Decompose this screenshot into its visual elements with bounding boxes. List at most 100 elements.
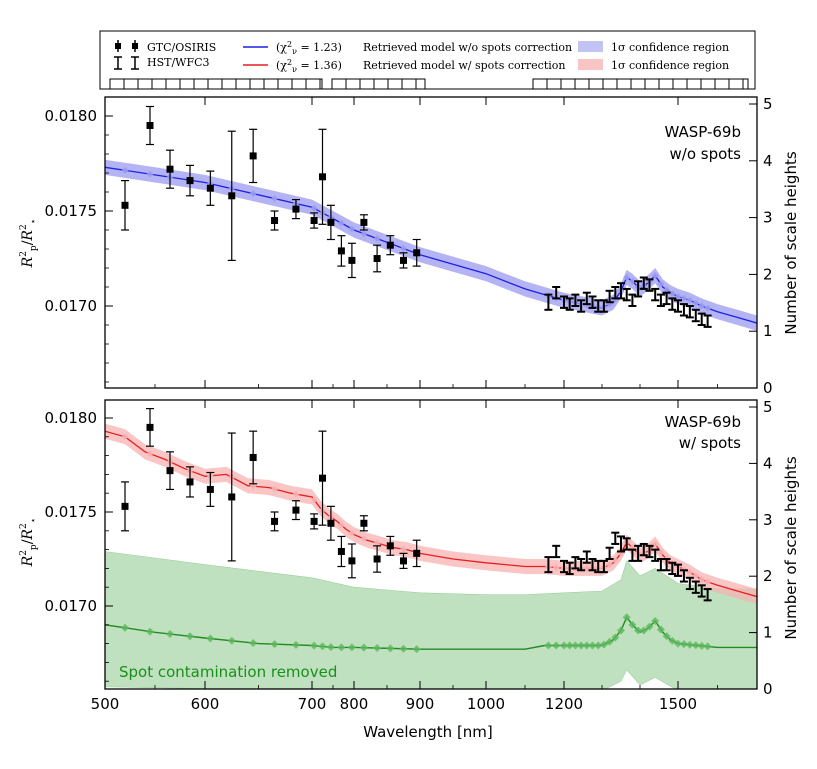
model-binned-marker bbox=[292, 490, 300, 498]
x-tick-label: 700 bbox=[298, 695, 327, 713]
plot-area bbox=[105, 105, 757, 331]
spot-model-marker bbox=[662, 632, 671, 641]
data-point-gtc bbox=[319, 474, 326, 482]
model-binned-marker bbox=[146, 450, 154, 458]
spot-model-marker bbox=[249, 639, 258, 648]
y-tick-label: 0.0180 bbox=[45, 409, 98, 427]
spot-model-marker bbox=[310, 641, 319, 650]
data-point-gtc bbox=[413, 249, 421, 257]
data-point-gtc bbox=[292, 205, 300, 213]
x-axis-label: Wavelength [nm] bbox=[363, 723, 493, 741]
spot-model-marker bbox=[544, 641, 553, 650]
data-point-gtc bbox=[310, 517, 318, 525]
model-binned-marker bbox=[348, 225, 356, 233]
spot-model-marker bbox=[373, 644, 382, 653]
legend-blue-band-label: 1σ confidence region bbox=[611, 41, 729, 54]
spot-model-marker bbox=[703, 642, 712, 651]
model-binned-marker bbox=[360, 230, 368, 238]
legend-bin-markers bbox=[109, 78, 749, 89]
model-binned-marker bbox=[337, 521, 345, 529]
data-point-gtc bbox=[146, 122, 154, 129]
model-binned-marker bbox=[698, 576, 706, 584]
data-point-gtc bbox=[327, 519, 335, 527]
spot-model-marker bbox=[359, 643, 368, 652]
spot-model-marker bbox=[186, 632, 194, 641]
spot-model-marker bbox=[347, 643, 356, 652]
model-binned-marker bbox=[271, 195, 279, 203]
top-panel-subtitle: w/o spots bbox=[670, 145, 742, 163]
right-tick-label: 0 bbox=[763, 680, 773, 698]
data-point-gtc bbox=[337, 247, 345, 255]
data-point-gtc bbox=[413, 549, 421, 557]
model-binned-marker bbox=[121, 433, 129, 441]
x-tick-label: 900 bbox=[406, 695, 435, 713]
spot-model-marker bbox=[651, 617, 660, 626]
panel-top: 0.0170 0.0175 0.0180 0 1 2 3 4 5 bbox=[45, 95, 773, 397]
spot-model-marker bbox=[121, 623, 129, 632]
data-point-gtc bbox=[271, 517, 279, 525]
data-point-gtc bbox=[249, 152, 257, 160]
spot-model-marker bbox=[386, 644, 395, 653]
data-point-gtc bbox=[271, 217, 279, 224]
bottom-panel-title: WASP-69b bbox=[664, 413, 741, 431]
right-tick-label: 2 bbox=[763, 265, 773, 283]
data-point-gtc bbox=[386, 542, 394, 550]
x-tick-label: 1500 bbox=[659, 695, 697, 713]
legend-red-chi: (χ2ν = 1.36) bbox=[276, 58, 342, 74]
data-point-gtc bbox=[228, 493, 236, 501]
right-tick-label: 4 bbox=[763, 152, 773, 170]
legend-red-band-label: 1σ confidence region bbox=[611, 59, 729, 72]
y-tick-label: 0.0175 bbox=[45, 202, 98, 220]
data-point-gtc bbox=[348, 557, 356, 565]
data-point-gtc bbox=[186, 478, 194, 486]
right-tick-label: 2 bbox=[763, 567, 773, 585]
spot-model-marker bbox=[679, 640, 688, 649]
spot-model-marker bbox=[166, 630, 174, 639]
legend: GTC/OSIRIS HST/WFC3 (χ2ν = 1.23) Retriev… bbox=[99, 30, 756, 90]
spot-model-marker bbox=[571, 641, 580, 650]
y-tick-label: 0.0170 bbox=[45, 597, 98, 615]
model-binned-marker bbox=[121, 166, 129, 174]
model-binned-marker bbox=[628, 277, 636, 285]
panel-bottom: 0.0170 0.0175 0.0180 0 1 2 3 4 5 500 600 700 800 900 1… bbox=[45, 398, 773, 713]
model-binned-marker bbox=[249, 190, 257, 198]
y-tick-label: 0.0180 bbox=[45, 107, 98, 125]
spot-model-marker bbox=[560, 641, 568, 650]
plot-area bbox=[105, 408, 757, 689]
data-point-gtc bbox=[400, 557, 407, 565]
model-binned-marker bbox=[692, 572, 700, 580]
spot-model-marker bbox=[685, 640, 694, 649]
spot-model-marker bbox=[617, 626, 625, 635]
spot-model-marker bbox=[577, 641, 586, 650]
data-point-gtc bbox=[206, 184, 214, 192]
data-point-gtc bbox=[400, 256, 407, 264]
model-binned-marker bbox=[310, 204, 318, 212]
data-point-gtc bbox=[186, 177, 194, 185]
spot-model-marker bbox=[318, 642, 327, 651]
model-binned-marker bbox=[337, 219, 345, 227]
spot-model-marker bbox=[639, 626, 648, 635]
spot-model-marker bbox=[582, 641, 591, 650]
model-binned-marker bbox=[680, 294, 688, 302]
model-binned-marker bbox=[657, 280, 665, 288]
legend-hst-label: HST/WFC3 bbox=[147, 56, 210, 69]
spot-model-marker bbox=[674, 639, 682, 648]
spot-model-marker bbox=[634, 626, 643, 635]
model-binned-marker bbox=[400, 545, 407, 553]
bottom-y-axis-label: R2p/R2⋆ bbox=[19, 518, 39, 568]
data-point-gtc bbox=[373, 255, 381, 262]
data-point-gtc bbox=[166, 165, 174, 173]
top-panel-title: WASP-69b bbox=[664, 123, 741, 141]
right-tick-label: 4 bbox=[763, 454, 773, 472]
data-point-gtc bbox=[348, 256, 356, 264]
model-binned-marker bbox=[704, 578, 712, 586]
legend-bin-path bbox=[109, 78, 749, 89]
model-binned-marker bbox=[348, 529, 356, 537]
model-binned-marker bbox=[698, 302, 706, 310]
spot-model-marker bbox=[337, 643, 346, 652]
top-right-axis-label: Number of scale heights bbox=[782, 151, 800, 334]
data-point-gtc bbox=[360, 218, 368, 226]
model-binned-marker bbox=[146, 170, 154, 178]
spot-model-marker bbox=[611, 633, 620, 642]
top-y-axis-label: R2p/R2⋆ bbox=[19, 219, 39, 269]
